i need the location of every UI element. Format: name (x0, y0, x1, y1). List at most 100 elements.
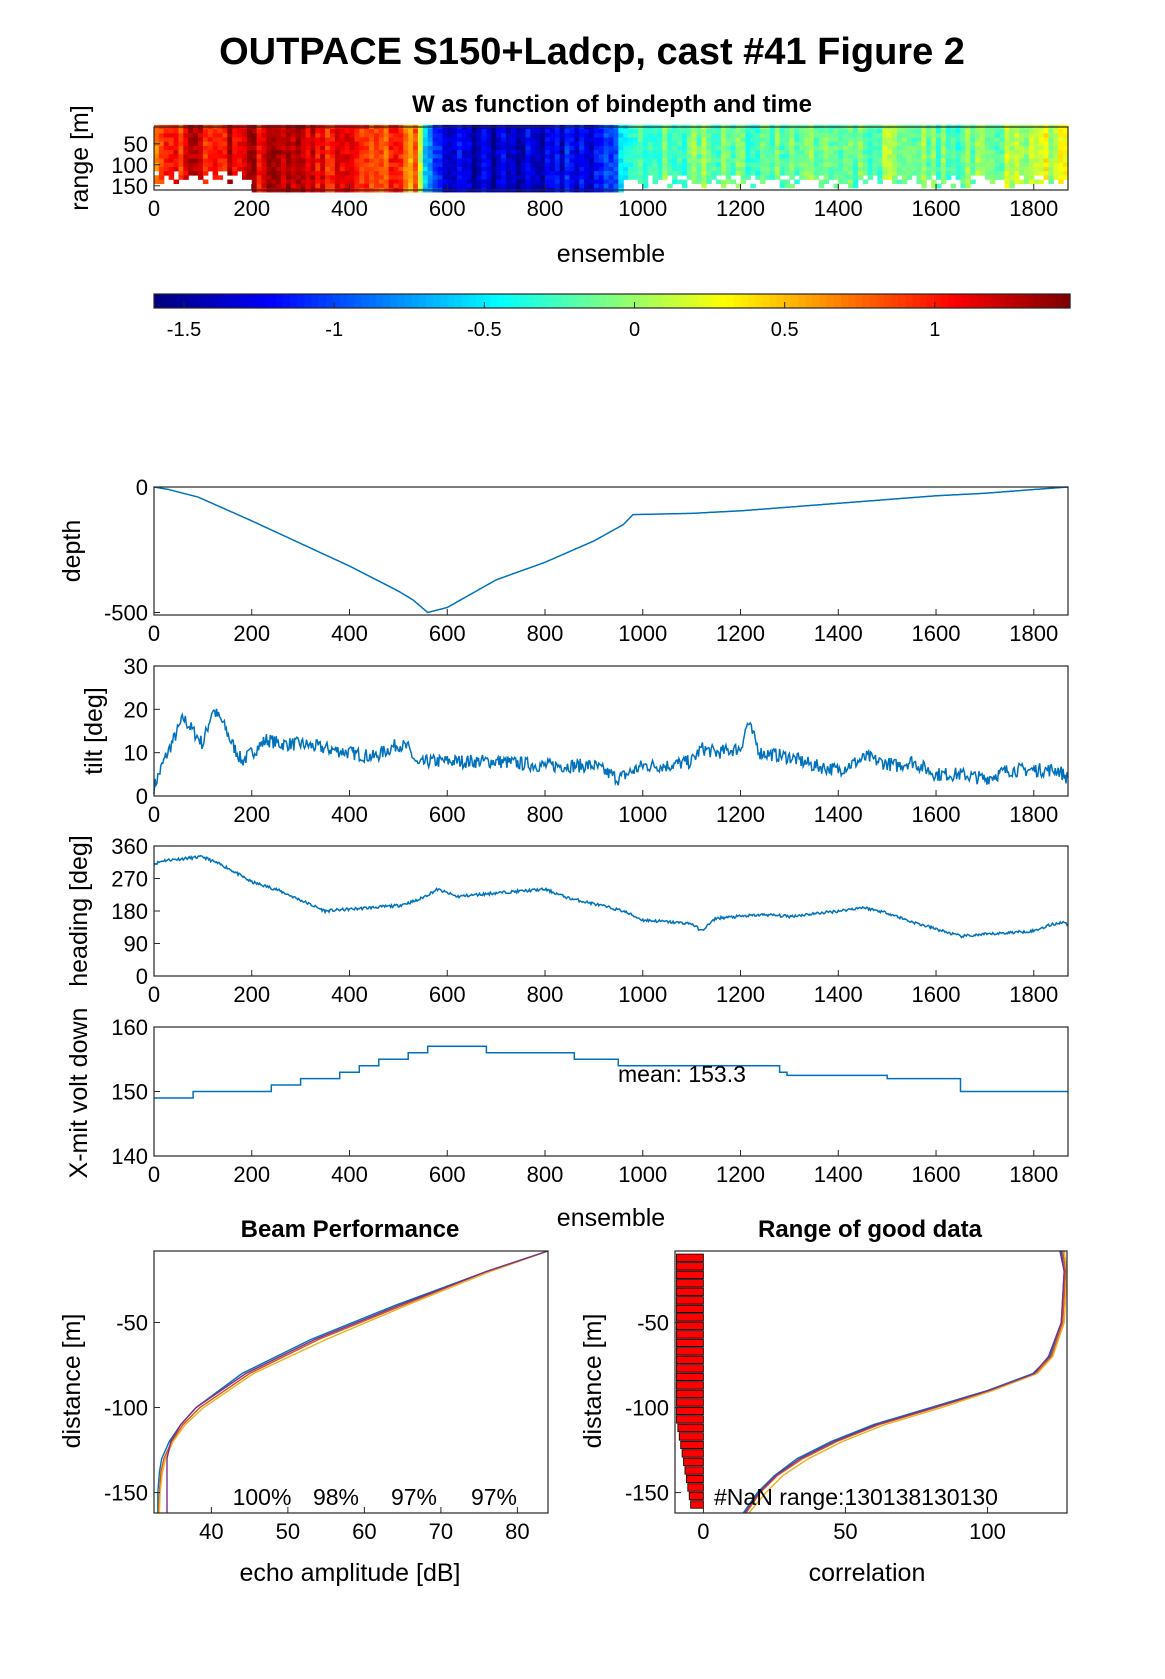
w-cell (266, 150, 272, 155)
w-cell (437, 171, 443, 176)
w-cell (901, 175, 908, 180)
w-cell (329, 133, 336, 138)
w-cell (799, 171, 805, 176)
w-cell (359, 166, 365, 172)
w-cell (334, 171, 341, 176)
w-cell (207, 154, 214, 159)
w-cell (950, 171, 957, 176)
w-cell (217, 133, 224, 138)
w-cell (154, 179, 160, 185)
w-cell (779, 150, 786, 155)
depth-x-tick-label: 1600 (912, 621, 961, 646)
w-cell (745, 158, 751, 164)
w-cell (808, 129, 815, 134)
w-cell (251, 171, 258, 176)
w-cell (789, 150, 795, 155)
w-cell (892, 166, 898, 172)
w-cell (549, 171, 556, 176)
w-cell (789, 129, 795, 134)
w-cell (251, 158, 258, 164)
w-cell (657, 137, 663, 143)
w-cell (896, 150, 903, 155)
w-cell (838, 129, 844, 134)
range-x-tick-label: 0 (697, 1519, 709, 1544)
w-panel-frame (153, 126, 1069, 191)
w-cell (329, 175, 336, 180)
colorbar-step (289, 294, 298, 308)
w-cell (799, 150, 805, 155)
w-cell (970, 162, 976, 168)
w-cell (442, 129, 448, 134)
w-cell (388, 141, 395, 147)
w-cell (730, 150, 737, 155)
w-cell (603, 141, 610, 147)
w-cell (760, 137, 766, 143)
w-cell (481, 179, 487, 185)
w-cell (808, 158, 815, 164)
w-cell (471, 154, 478, 159)
w-cell (720, 179, 727, 185)
w-cell (999, 171, 1006, 176)
w-cell (926, 141, 932, 147)
w-cell (383, 175, 390, 180)
w-cell (955, 129, 962, 134)
w-cell (227, 129, 233, 134)
w-cell (598, 133, 605, 138)
colorbar-step (497, 294, 506, 308)
w-cell (276, 175, 282, 180)
w-cell (696, 154, 703, 159)
w-cell (515, 137, 522, 143)
w-cell (222, 162, 228, 168)
w-cell (652, 154, 659, 159)
w-cell (339, 171, 346, 176)
colorbar-step (418, 294, 427, 308)
w-cell (589, 129, 595, 134)
colorbar-step (991, 294, 1000, 308)
w-cell (276, 158, 282, 164)
w-cell (266, 175, 272, 180)
w-cell (408, 183, 414, 189)
w-cell (183, 129, 189, 134)
w-cell (940, 141, 947, 147)
w-cell (696, 158, 703, 164)
w-cell (540, 133, 546, 138)
heading-x-tick-label: 0 (148, 982, 160, 1007)
w-cell (662, 150, 668, 155)
w-cell (241, 154, 248, 159)
w-cell (774, 145, 781, 151)
w-cell (471, 183, 478, 189)
w-cell (535, 145, 541, 151)
w-cell (877, 129, 883, 134)
colorbar-step (876, 294, 885, 308)
w-cell (461, 166, 468, 172)
w-cell (584, 150, 590, 155)
w-cell (867, 133, 874, 138)
w-cell (427, 145, 434, 151)
w-cell (623, 137, 629, 143)
colorbar-step (161, 294, 169, 308)
w-cell (520, 162, 527, 168)
w-cell (1009, 158, 1015, 164)
w-cell (1038, 145, 1045, 151)
w-cell (642, 166, 649, 172)
w-cell (158, 175, 165, 180)
w-cell (848, 183, 854, 189)
w-cell (1004, 154, 1010, 159)
w-cell (163, 137, 170, 143)
w-cell (1014, 162, 1020, 168)
w-cell (310, 183, 316, 189)
colorbar-gradient (154, 294, 1071, 308)
w-cell (491, 183, 497, 189)
tilt-panel-frame (153, 665, 1069, 797)
w-cell (589, 183, 595, 189)
w-cell (403, 166, 409, 172)
w-cell (408, 154, 414, 159)
w-cell (784, 162, 791, 168)
nan-range-annotation: #NaN range:130138130130 (714, 1484, 998, 1510)
w-cell (838, 171, 844, 176)
w-cell (652, 166, 659, 172)
w-cell (1053, 141, 1059, 147)
w-cell (334, 183, 341, 189)
w-cell (965, 129, 971, 134)
w-cell (168, 154, 175, 159)
